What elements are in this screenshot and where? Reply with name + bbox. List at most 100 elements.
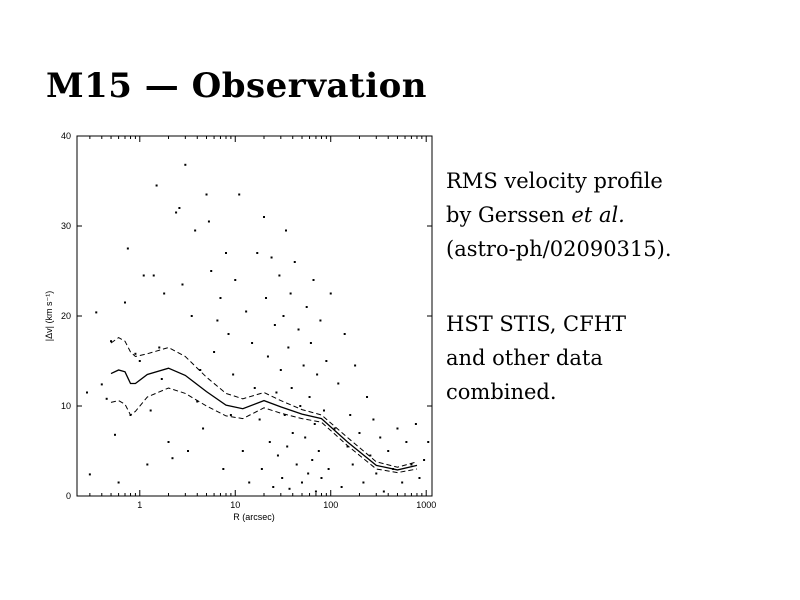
data-point — [258, 418, 261, 421]
data-point — [134, 352, 137, 355]
caption-line-5: and other data — [446, 346, 603, 370]
data-point — [227, 333, 230, 335]
data-point — [317, 450, 320, 452]
data-point — [163, 292, 166, 295]
data-point — [282, 315, 285, 317]
data-point — [205, 193, 208, 196]
data-point — [270, 256, 273, 259]
data-point — [256, 252, 259, 254]
data-point — [138, 360, 141, 362]
data-point — [190, 315, 193, 317]
y-axis-label: |Δv| (km s⁻¹) — [44, 291, 54, 341]
y-tick-label: 20 — [61, 311, 71, 321]
profile-line — [110, 367, 418, 471]
data-point — [275, 391, 278, 394]
data-point — [276, 454, 279, 457]
data-point — [241, 450, 244, 452]
data-point — [268, 441, 271, 443]
data-point — [248, 481, 251, 484]
data-point — [312, 279, 315, 281]
data-point — [210, 270, 213, 272]
data-point — [158, 346, 161, 349]
data-point — [260, 468, 263, 470]
data-point — [325, 360, 328, 362]
data-point — [322, 409, 325, 412]
data-point — [320, 477, 323, 479]
data-point — [293, 261, 296, 263]
data-point — [396, 427, 399, 430]
x-tick-label: 1000 — [416, 500, 436, 510]
data-point — [202, 427, 205, 430]
data-point — [418, 477, 421, 479]
data-point — [272, 486, 275, 488]
data-point — [88, 473, 91, 476]
data-point — [366, 396, 369, 398]
data-point — [410, 463, 413, 466]
data-point — [358, 432, 361, 434]
data-point — [238, 193, 241, 196]
data-point — [299, 405, 302, 407]
data-point — [300, 481, 303, 484]
data-point — [346, 445, 349, 448]
x-tick-label: 1 — [137, 500, 142, 510]
data-point — [349, 414, 352, 416]
y-tick-label: 30 — [61, 221, 71, 231]
data-point — [414, 423, 417, 425]
data-point — [288, 487, 291, 490]
data-point — [196, 400, 199, 403]
slide-title: M15 — Observation — [46, 66, 428, 106]
data-point — [123, 301, 126, 304]
data-point — [113, 433, 116, 436]
data-point — [401, 481, 404, 484]
x-axis-label: R (arcsec) — [233, 512, 275, 522]
data-point — [251, 342, 254, 344]
data-point — [329, 292, 332, 295]
data-point — [105, 397, 108, 400]
data-point — [273, 324, 276, 326]
data-point — [194, 229, 197, 232]
data-point — [213, 351, 216, 353]
data-point — [297, 328, 300, 331]
error-band-line — [110, 337, 418, 468]
data-point — [302, 364, 305, 367]
data-point — [184, 163, 187, 166]
data-point — [284, 229, 287, 232]
data-point — [278, 274, 281, 277]
caption-line-6: combined. — [446, 380, 557, 404]
data-point — [382, 490, 385, 493]
caption-line-1: RMS velocity profile — [446, 169, 663, 193]
data-point — [95, 311, 98, 314]
data-point — [286, 445, 289, 448]
data-point — [181, 283, 184, 286]
data-point — [333, 427, 336, 430]
data-point — [314, 490, 317, 493]
data-point — [283, 414, 286, 416]
y-tick-label: 0 — [66, 491, 71, 501]
data-point — [152, 274, 155, 277]
data-point — [216, 319, 219, 322]
data-point — [219, 297, 222, 299]
data-point — [110, 340, 113, 343]
data-point — [379, 436, 382, 439]
data-point — [265, 297, 268, 299]
data-point — [100, 383, 103, 386]
y-tick-label: 10 — [61, 401, 71, 411]
x-tick-label: 10 — [230, 500, 240, 510]
data-point — [279, 369, 282, 371]
data-point — [229, 414, 232, 416]
data-point — [375, 472, 378, 475]
data-point — [405, 441, 408, 443]
error-band-line — [110, 387, 418, 474]
caption-et-al: et al. — [571, 203, 625, 227]
data-point — [126, 247, 129, 250]
data-point — [423, 459, 426, 461]
caption-line-2-prefix: by Gerssen — [446, 203, 572, 227]
y-tick-label: 40 — [61, 131, 71, 141]
data-point — [117, 481, 120, 484]
data-point — [253, 387, 256, 389]
data-point — [354, 364, 357, 367]
caption-line-2: by Gerssen et al. — [446, 198, 672, 232]
data-point — [387, 450, 390, 452]
caption-line-4: HST STIS, CFHT — [446, 312, 627, 336]
